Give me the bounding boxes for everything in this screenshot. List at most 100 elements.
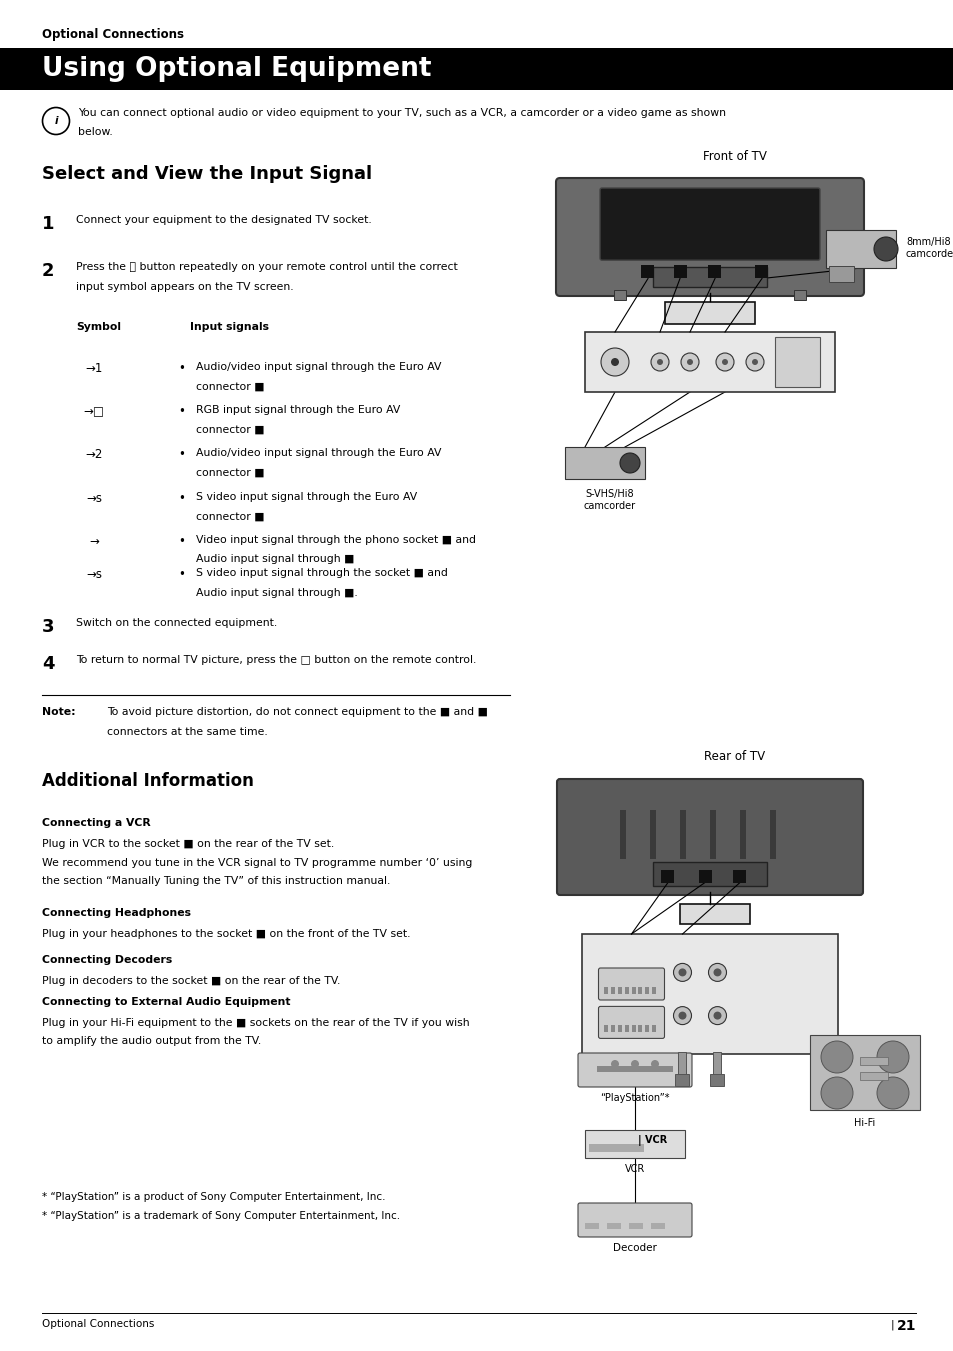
Bar: [631, 988, 635, 994]
Bar: [644, 1025, 649, 1032]
Text: 1: 1: [42, 215, 54, 232]
Text: Video input signal through the phono socket ■ and: Video input signal through the phono soc…: [195, 535, 476, 544]
Bar: [859, 1056, 887, 1065]
FancyBboxPatch shape: [578, 1202, 691, 1238]
Bar: [644, 988, 649, 994]
Circle shape: [619, 453, 639, 473]
Bar: [638, 988, 641, 994]
Text: Audio/video input signal through the Euro AV: Audio/video input signal through the Eur…: [195, 362, 441, 372]
Text: Connecting Decoders: Connecting Decoders: [42, 955, 172, 965]
Bar: [825, 230, 895, 267]
Text: •: •: [178, 535, 185, 549]
Text: Plug in your Hi-Fi equipment to the ■ sockets on the rear of the TV if you wish: Plug in your Hi-Fi equipment to the ■ so…: [42, 1019, 469, 1028]
Text: →1: →1: [85, 362, 103, 376]
Bar: [564, 447, 644, 480]
Text: Audio/video input signal through the Euro AV: Audio/video input signal through the Eur…: [195, 449, 441, 458]
Text: Hi-Fi: Hi-Fi: [854, 1119, 875, 1128]
Bar: [740, 809, 745, 859]
Circle shape: [876, 1042, 908, 1073]
Bar: [650, 1223, 664, 1229]
Text: to amplify the audio output from the TV.: to amplify the audio output from the TV.: [42, 1036, 261, 1047]
Circle shape: [673, 1006, 691, 1024]
Bar: [604, 988, 608, 994]
Bar: [0, 49, 953, 91]
Text: Connecting a VCR: Connecting a VCR: [42, 817, 151, 828]
Circle shape: [821, 1042, 852, 1073]
Circle shape: [650, 1061, 659, 1069]
Bar: [679, 809, 685, 859]
Text: Rear of TV: Rear of TV: [703, 750, 764, 763]
Bar: [640, 266, 654, 278]
Text: 2: 2: [42, 262, 54, 280]
Text: Audio input signal through ■.: Audio input signal through ■.: [195, 588, 357, 597]
Circle shape: [713, 1012, 720, 1020]
Text: below.: below.: [78, 127, 112, 136]
Text: input symbol appears on the TV screen.: input symbol appears on the TV screen.: [76, 281, 294, 292]
Circle shape: [610, 358, 618, 366]
Bar: [597, 1066, 672, 1071]
Bar: [755, 266, 768, 278]
Text: Optional Connections: Optional Connections: [42, 1319, 154, 1329]
Text: Plug in your headphones to the socket ■ on the front of the TV set.: Plug in your headphones to the socket ■ …: [42, 929, 410, 939]
Circle shape: [708, 963, 726, 981]
Text: Additional Information: Additional Information: [42, 771, 253, 790]
Text: Input signals: Input signals: [190, 322, 269, 332]
Circle shape: [745, 353, 763, 372]
Bar: [582, 934, 837, 1054]
Bar: [606, 1223, 620, 1229]
Bar: [664, 303, 754, 324]
Circle shape: [650, 353, 668, 372]
Bar: [708, 266, 720, 278]
FancyBboxPatch shape: [578, 1052, 691, 1088]
Text: •: •: [178, 405, 185, 417]
Circle shape: [657, 359, 662, 365]
Circle shape: [630, 1061, 639, 1069]
Circle shape: [876, 1077, 908, 1109]
Bar: [710, 1074, 723, 1086]
Text: 8mm/Hi8
camcorder: 8mm/Hi8 camcorder: [905, 238, 953, 259]
FancyBboxPatch shape: [556, 178, 863, 296]
Bar: [638, 1025, 641, 1032]
Text: Connecting to External Audio Equipment: Connecting to External Audio Equipment: [42, 997, 291, 1006]
Text: connector ■: connector ■: [195, 512, 264, 521]
Circle shape: [716, 353, 733, 372]
Bar: [769, 809, 775, 859]
Bar: [614, 290, 625, 300]
Text: •: •: [178, 362, 185, 376]
Text: * “PlayStation” is a trademark of Sony Computer Entertainment, Inc.: * “PlayStation” is a trademark of Sony C…: [42, 1210, 399, 1221]
Text: We recommend you tune in the VCR signal to TV programme number ‘0’ using: We recommend you tune in the VCR signal …: [42, 858, 472, 867]
Text: Note:: Note:: [42, 707, 75, 717]
Text: i: i: [54, 116, 58, 126]
Text: connector ■: connector ■: [195, 467, 264, 477]
Text: Using Optional Equipment: Using Optional Equipment: [42, 55, 431, 82]
Bar: [774, 336, 820, 386]
Bar: [624, 1025, 628, 1032]
Circle shape: [821, 1077, 852, 1109]
Text: →s: →s: [86, 567, 102, 581]
Text: Decoder: Decoder: [613, 1243, 657, 1252]
Bar: [678, 1052, 686, 1075]
Bar: [619, 809, 625, 859]
Text: •: •: [178, 567, 185, 581]
Circle shape: [610, 1061, 618, 1069]
Text: RGB input signal through the Euro AV: RGB input signal through the Euro AV: [195, 405, 400, 415]
Text: |: |: [890, 1319, 894, 1329]
Bar: [652, 862, 766, 886]
Text: Select and View the Input Signal: Select and View the Input Signal: [42, 165, 372, 182]
Text: Audio input signal through ■: Audio input signal through ■: [195, 554, 354, 565]
Text: You can connect optional audio or video equipment to your TV, such as a VCR, a c: You can connect optional audio or video …: [78, 108, 725, 118]
Text: | VCR: | VCR: [638, 1135, 666, 1146]
FancyBboxPatch shape: [599, 188, 820, 261]
Bar: [660, 870, 674, 882]
Bar: [675, 1074, 689, 1086]
Text: →2: →2: [85, 449, 103, 461]
Text: To avoid picture distortion, do not connect equipment to the ■ and ■: To avoid picture distortion, do not conn…: [107, 707, 487, 717]
Text: connector ■: connector ■: [195, 424, 264, 435]
Text: →s: →s: [86, 492, 102, 505]
Circle shape: [708, 1006, 726, 1024]
Bar: [828, 266, 853, 282]
Text: S video input signal through the socket ■ and: S video input signal through the socket …: [195, 567, 447, 578]
Text: Optional Connections: Optional Connections: [42, 28, 184, 41]
Bar: [809, 1035, 919, 1111]
Bar: [733, 870, 745, 882]
